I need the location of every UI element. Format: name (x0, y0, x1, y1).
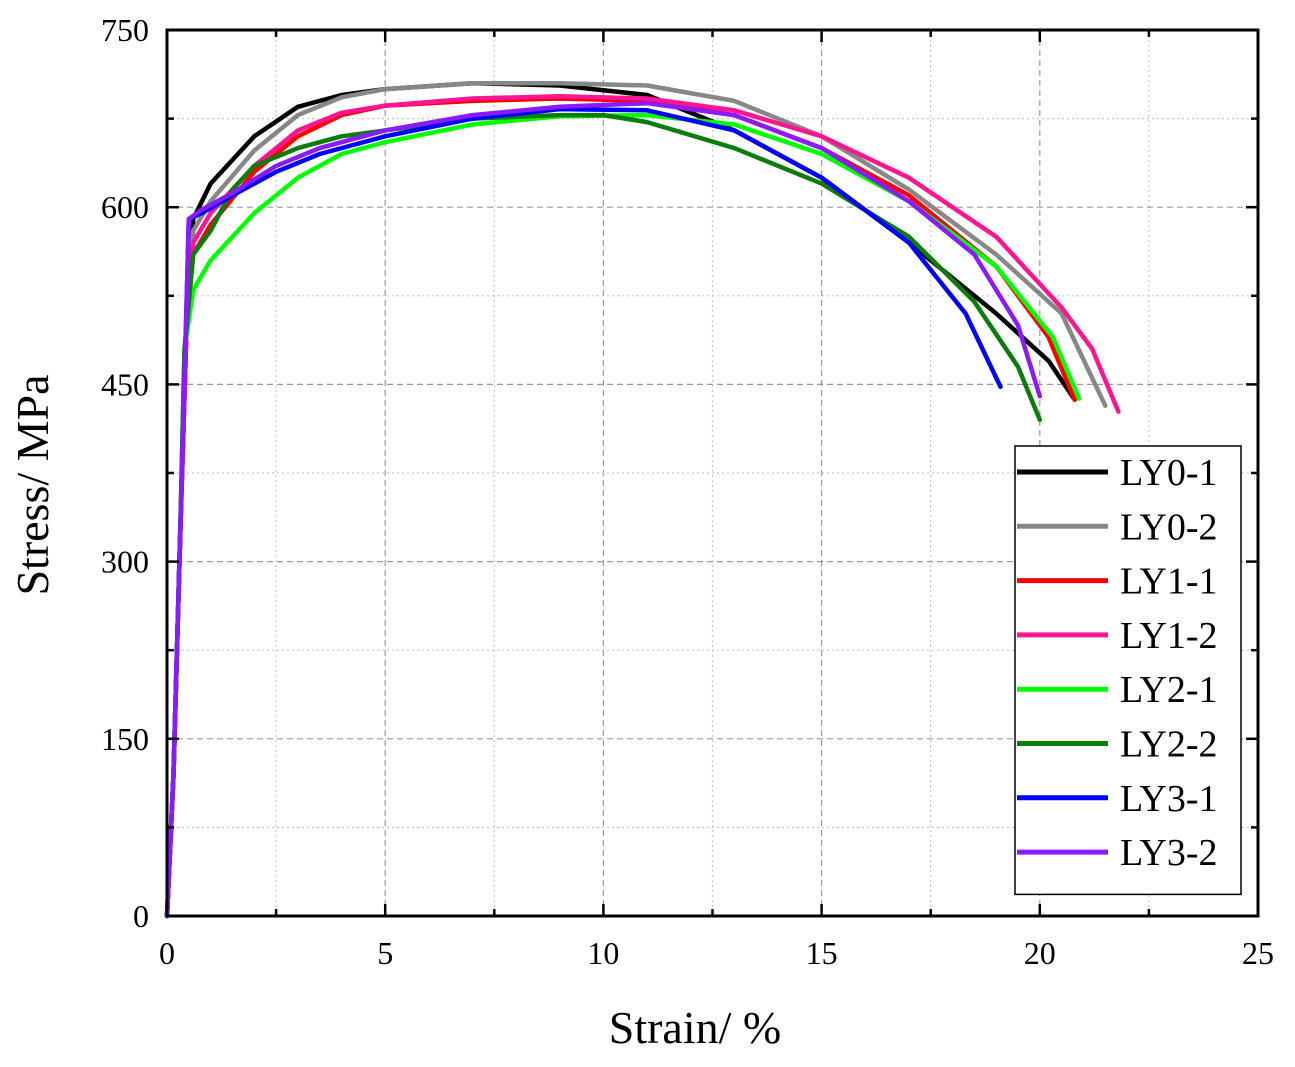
y-tick-label: 600 (101, 189, 149, 225)
legend-label-ly2-2: LY2-2 (1120, 724, 1218, 766)
y-tick-label: 300 (101, 544, 149, 580)
series-line-ly3-2 (164, 100, 1043, 919)
y-tick-label: 750 (101, 12, 149, 48)
legend-label-ly1-1: LY1-1 (1120, 561, 1218, 603)
series-layer (164, 80, 1121, 919)
legend-label-ly0-1: LY0-1 (1120, 452, 1218, 494)
y-tick-label: 0 (133, 898, 149, 934)
series-line-ly0-2 (164, 80, 1108, 919)
legend-box (1014, 445, 1242, 896)
legend-label-ly2-1: LY2-1 (1120, 669, 1218, 711)
legend: LY0-1 LY0-2 LY1-1 LY1-2 LY2-1 LY2-2 LY3-1 LY3-2 (1014, 445, 1242, 896)
series-line-ly3-1 (164, 106, 1003, 919)
legend-label-ly0-2: LY0-2 (1120, 506, 1218, 548)
x-tick-label: 5 (377, 935, 393, 971)
tick-layer: 0 5 10 15 20 25 0 150 300 450 600 750 (101, 12, 1274, 971)
x-axis-title: Strain/ % (609, 1002, 781, 1053)
y-tick-label: 150 (101, 721, 149, 757)
y-axis-title: Stress/ MPa (7, 374, 58, 595)
x-tick-label: 10 (587, 935, 619, 971)
x-tick-label: 25 (1242, 935, 1274, 971)
series-line-ly1-2 (164, 93, 1121, 919)
x-tick-label: 15 (806, 935, 838, 971)
legend-label-ly1-2: LY1-2 (1120, 615, 1218, 657)
x-tick-label: 0 (159, 935, 175, 971)
x-tick-label: 20 (1024, 935, 1056, 971)
legend-label-ly3-2: LY3-2 (1120, 832, 1218, 874)
legend-label-ly3-1: LY3-1 (1120, 778, 1218, 820)
series-line-ly0-1 (164, 80, 1077, 919)
series-line-ly2-1 (164, 112, 1082, 919)
y-tick-label: 450 (101, 366, 149, 402)
